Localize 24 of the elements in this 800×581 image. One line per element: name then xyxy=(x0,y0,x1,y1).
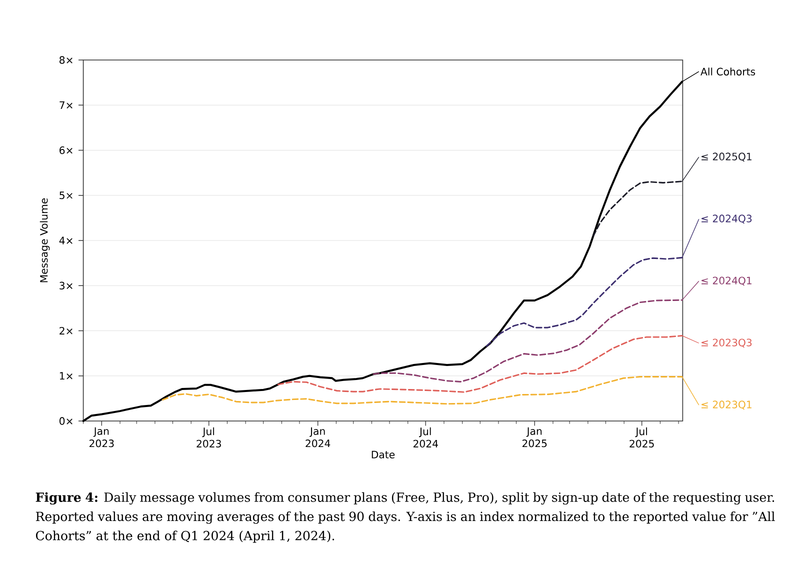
y-tick-label: 8× xyxy=(60,56,72,64)
legend-label: All Cohorts xyxy=(700,68,756,76)
y-tick-label: 5× xyxy=(60,192,72,200)
y-tick-label: 2× xyxy=(60,326,72,334)
text: ≤ 2024Q1 xyxy=(702,276,752,286)
y-axis-title: Message Volume xyxy=(40,198,50,282)
y-tick-label: 1× xyxy=(60,372,72,380)
text: ≤ 2025Q1 xyxy=(702,152,752,162)
y-tick-label: 6× xyxy=(60,146,72,154)
text: ≤ 2023Q1 xyxy=(702,400,752,410)
text: Figure 4: Daily message volumes from consumer plans (Free, Plus, Pro), split by sign-up date of the requesting user. Reported values are moving averages of the past 90 days. Y-axis is an index normalized to the reported value for ”All Cohorts” at the end of Q1 2024 (April 1, 2024). xyxy=(36,492,775,543)
x-tick-label: Jan 2024 xyxy=(306,427,330,448)
y-tick-label: 0× xyxy=(60,417,72,425)
x-tick-label: Jan 2025 xyxy=(522,427,547,448)
legend-label: ≤ 2023Q3 xyxy=(702,338,752,348)
x-tick-label: Jan 2023 xyxy=(90,427,114,448)
x-tick-label: Jul 2024 xyxy=(414,427,438,448)
text: ≤ 2024Q3 xyxy=(702,214,752,224)
y-tick-label: 4× xyxy=(59,236,72,244)
x-tick-label: Jul 2023 xyxy=(196,427,221,448)
x-tick-label: Jul 2025 xyxy=(630,427,654,448)
y-tick-label: 7× xyxy=(60,101,72,109)
y-tick-label: 3× xyxy=(60,282,72,290)
x-axis-title: Date xyxy=(372,450,395,458)
